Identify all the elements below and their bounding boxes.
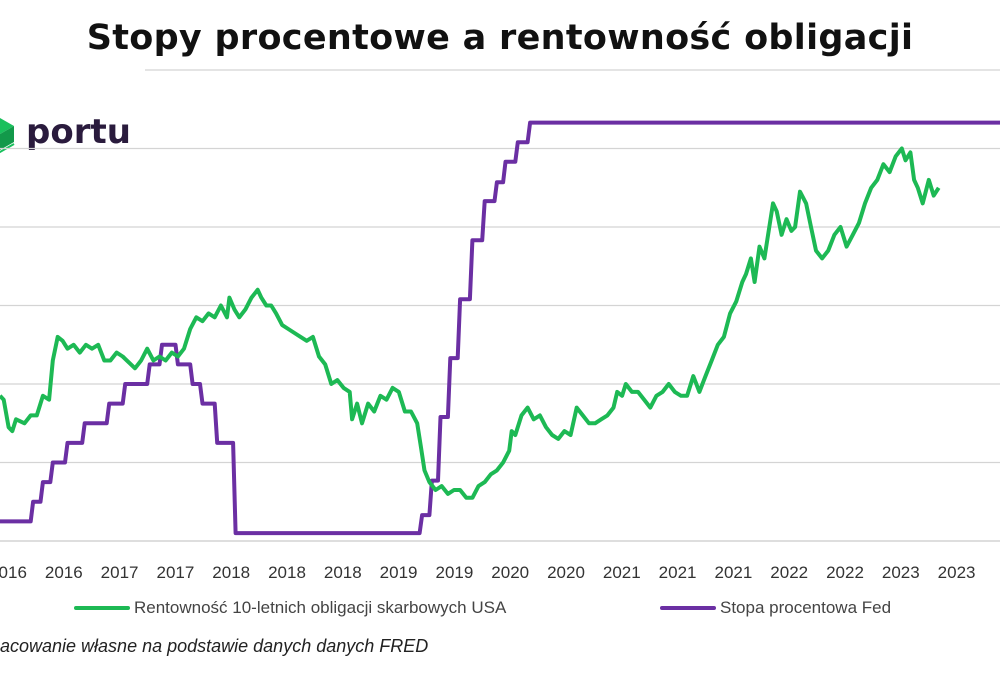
gridlines	[0, 69, 1000, 542]
legend-swatch-treasury	[74, 606, 130, 610]
legend-label-fed: Stopa procentowa Fed	[720, 598, 892, 617]
series-lines	[0, 120, 1000, 536]
x-tick-label: 2020	[547, 563, 585, 582]
x-tick-label: 2017	[101, 563, 139, 582]
x-tick-label: 2021	[714, 563, 752, 582]
x-tick-label: 2018	[268, 563, 306, 582]
x-tick-label: 2017	[156, 563, 194, 582]
x-tick-label: 2018	[324, 563, 362, 582]
x-tick-label: 2023	[938, 563, 976, 582]
legend: Rentowność 10-letnich obligacji skarbowy…	[0, 598, 1000, 622]
series-line-fed	[0, 120, 1000, 536]
source-note: acowanie własne na podstawie danych dany…	[0, 636, 429, 656]
x-tick-label: 2023	[882, 563, 920, 582]
x-axis-ticks: 2016 2016 2017 2017 2018 2018 2018 2019 2019 2020…	[0, 563, 976, 582]
x-tick-label: 2019	[435, 563, 473, 582]
x-tick-label: 2016	[0, 563, 27, 582]
portu-logo	[0, 118, 15, 154]
series-line-treasury	[0, 146, 941, 500]
x-tick-label: 2021	[603, 563, 641, 582]
legend-item-fed: Stopa procentowa Fed	[660, 598, 891, 618]
cube-logo-icon	[0, 118, 15, 154]
x-tick-label: 2018	[212, 563, 250, 582]
x-tick-label: 2021	[659, 563, 697, 582]
x-tick-label: 2022	[826, 563, 864, 582]
x-tick-label: 2019	[380, 563, 418, 582]
x-tick-label: 2016	[45, 563, 83, 582]
legend-item-treasury: Rentowność 10-letnich obligacji skarbowy…	[74, 598, 506, 618]
chart-title: Stopy procentowe a rentowność obligacji	[86, 18, 914, 58]
legend-label-treasury: Rentowność 10-letnich obligacji skarbowy…	[134, 598, 507, 617]
legend-swatch-fed	[660, 606, 716, 610]
x-tick-label: 2020	[491, 563, 529, 582]
logo-text: portu	[26, 112, 131, 152]
x-tick-label: 2022	[770, 563, 808, 582]
